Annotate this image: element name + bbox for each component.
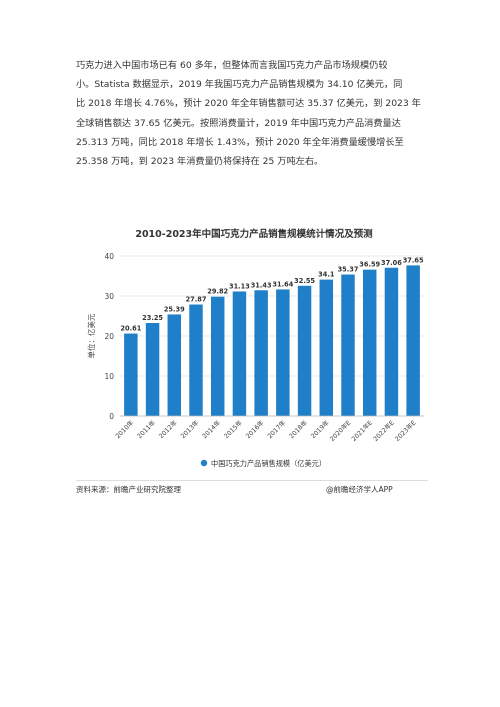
bar — [341, 274, 355, 416]
x-tick-label: 2013年 — [178, 418, 200, 440]
x-tick-label: 2018年 — [287, 418, 309, 440]
data-label: 20.61 — [120, 325, 141, 333]
paragraph-line: 比 2018 年增长 4.76%，预计 2020 年全年销售额可达 35.37 … — [76, 98, 421, 110]
paragraph-line: 小。Statista 数据显示，2019 年我国巧克力产品销售规模为 34.10… — [76, 79, 403, 91]
divider — [76, 480, 428, 481]
bar — [210, 296, 225, 416]
chart-title: 2010-2023年中国巧克力产品销售规模统计情况及预测 — [135, 229, 373, 240]
data-label: 31.64 — [272, 280, 293, 288]
y-tick-label: 40 — [104, 252, 114, 261]
x-tick-label: 2019年 — [309, 418, 331, 440]
bar — [319, 279, 334, 416]
bar — [167, 314, 182, 416]
paragraph-line: 25.358 万吨，到 2023 年消费量仍将保持在 25 万吨左右。 — [76, 156, 324, 168]
source-credit: @前瞻经济学人APP — [326, 485, 393, 494]
bar — [124, 333, 138, 416]
legend-marker — [200, 459, 208, 467]
paragraph-line: 全球销售额达 37.65 亿美元。按照消费量计，2019 年中国巧克力产品消费量… — [76, 117, 401, 129]
data-label: 36.59 — [359, 261, 380, 269]
y-tick-label: 20 — [104, 332, 114, 341]
source-note: 资料来源：前瞻产业研究院整理 — [76, 485, 181, 494]
x-tick-label: 2016年 — [243, 418, 265, 440]
x-tick-label: 2020年E — [327, 418, 352, 443]
data-label: 37.65 — [403, 256, 424, 264]
data-label: 31.43 — [251, 281, 272, 289]
x-tick-label: 2022年E — [371, 418, 396, 443]
data-label: 37.06 — [381, 259, 402, 267]
data-label: 25.39 — [164, 305, 185, 313]
x-tick-label: 2014年 — [200, 418, 222, 440]
y-tick-label: 0 — [109, 412, 114, 421]
paragraph-line: 巧克力进入中国市场已有 60 多年，但整体而言我国巧克力产品市场规模仍较 — [76, 60, 388, 71]
bar — [297, 285, 312, 416]
x-tick-label: 2015年 — [222, 418, 244, 440]
data-label: 29.82 — [207, 288, 228, 296]
legend-label: 中国巧克力产品销售规模（亿美元） — [211, 459, 326, 468]
bar — [254, 290, 268, 416]
y-tick-label: 30 — [104, 292, 114, 301]
data-label: 23.25 — [142, 314, 163, 322]
x-tick-label: 2017年 — [265, 418, 287, 440]
y-axis-label: 单位：亿美元 — [86, 313, 96, 358]
bar — [362, 269, 377, 416]
data-label: 34.1 — [318, 271, 335, 279]
bar — [384, 267, 399, 416]
bar — [232, 291, 247, 416]
data-label: 35.37 — [338, 266, 359, 274]
data-label: 31.13 — [229, 282, 250, 290]
bar — [145, 323, 160, 416]
body-paragraph: 巧克力进入中国市场已有 60 多年，但整体而言我国巧克力产品市场规模仍较 小。S… — [76, 56, 428, 171]
bar — [189, 304, 203, 416]
bar — [406, 265, 420, 416]
y-tick-label: 10 — [104, 372, 114, 381]
bar-chart: 0 10 20 30 40 单位：亿美元 20.61 2010年 23.25 2011年 25.39… — [86, 252, 424, 468]
data-label: 32.55 — [294, 277, 315, 285]
x-tick-label: 2010年 — [113, 418, 135, 440]
x-tick-label: 2021年E — [349, 418, 374, 443]
data-label: 27.87 — [186, 296, 207, 304]
x-tick-label: 2023年E — [393, 418, 418, 443]
paragraph-line: 25.313 万吨，同比 2018 年增长 1.43%，预计 2020 年全年消… — [76, 136, 404, 148]
x-tick-label: 2011年 — [135, 418, 157, 440]
chart-figure: 2010-2023年中国巧克力产品销售规模统计情况及预测 0 10 20 30 40 单位… — [76, 222, 432, 502]
bar — [276, 289, 290, 416]
x-tick-label: 2012年 — [157, 418, 179, 440]
